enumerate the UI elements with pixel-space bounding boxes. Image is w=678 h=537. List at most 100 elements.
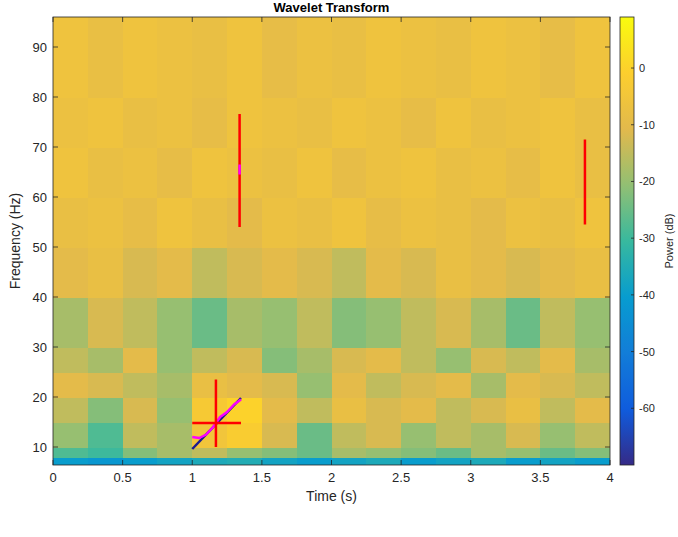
y-tick-right	[605, 347, 610, 348]
heat-cell	[157, 447, 192, 458]
heat-cell	[192, 247, 227, 298]
colorbar-tick	[631, 408, 634, 409]
heat-cell	[366, 247, 401, 298]
heat-cell	[192, 457, 227, 465]
heat-cell	[540, 372, 575, 398]
heat-cell	[53, 197, 88, 248]
heat-cell	[540, 397, 575, 423]
heat-cell	[332, 197, 367, 248]
x-tick-top	[122, 17, 123, 22]
heat-cell	[88, 97, 123, 148]
x-tick-top	[470, 17, 471, 22]
heat-cell	[436, 447, 471, 458]
heat-cell	[227, 247, 262, 298]
heat-cell	[401, 347, 436, 373]
heat-cell	[192, 297, 227, 348]
heat-cell	[540, 422, 575, 448]
heat-cell	[506, 247, 541, 298]
heat-cell	[401, 17, 436, 98]
heat-cell	[227, 372, 262, 398]
x-tick-label: 1.5	[253, 470, 271, 485]
colorbar-tick-label: -60	[639, 402, 655, 414]
heat-cell	[262, 347, 297, 373]
heat-cell	[262, 447, 297, 458]
y-tick	[53, 297, 58, 298]
overlay-line	[238, 114, 241, 227]
heat-cell	[366, 147, 401, 198]
x-tick-top	[331, 17, 332, 22]
heat-cell	[227, 347, 262, 373]
heat-cell	[366, 197, 401, 248]
heat-cell	[227, 457, 262, 465]
heat-cell	[53, 447, 88, 458]
heat-cell	[123, 197, 158, 248]
x-tick-label: 4	[606, 470, 613, 485]
heat-cell	[123, 17, 158, 98]
heat-cell	[540, 197, 575, 248]
y-tick-label: 90	[33, 40, 47, 55]
heat-cell	[366, 97, 401, 148]
heat-cell	[192, 372, 227, 398]
heat-cell	[506, 347, 541, 373]
heat-cell	[575, 397, 610, 423]
heat-cell	[157, 347, 192, 373]
x-tick-top	[192, 17, 193, 22]
heat-cell	[471, 397, 506, 423]
heat-cell	[471, 447, 506, 458]
heat-cell	[332, 422, 367, 448]
y-tick-right	[605, 47, 610, 48]
heat-cell	[366, 422, 401, 448]
heat-cell	[471, 347, 506, 373]
heat-cell	[53, 397, 88, 423]
heat-cell	[401, 397, 436, 423]
heat-cell	[157, 372, 192, 398]
heat-cell	[332, 447, 367, 458]
heat-cell	[575, 197, 610, 248]
colorbar-tick	[631, 124, 634, 125]
heat-cell	[123, 247, 158, 298]
heat-cell	[53, 372, 88, 398]
heat-cell	[540, 457, 575, 465]
y-axis-title: Frequency (Hz)	[7, 193, 23, 289]
heat-cell	[262, 247, 297, 298]
heat-cell	[401, 197, 436, 248]
heat-cell	[436, 17, 471, 98]
heat-cell	[53, 457, 88, 465]
heat-cell	[123, 372, 158, 398]
x-tick	[470, 460, 471, 465]
heat-cell	[401, 97, 436, 148]
heat-cell	[88, 247, 123, 298]
heat-cell	[366, 372, 401, 398]
heat-cell	[332, 247, 367, 298]
heat-cell	[540, 147, 575, 198]
y-tick	[53, 147, 58, 148]
x-tick	[401, 460, 402, 465]
heat-cell	[436, 197, 471, 248]
heat-cell	[227, 197, 262, 248]
heat-cell	[88, 17, 123, 98]
heat-cell	[436, 297, 471, 348]
heat-cell	[575, 457, 610, 465]
chart-root: 00.511.522.533.54102030405060708090Wavel…	[0, 0, 678, 537]
heat-cell	[123, 397, 158, 423]
heat-cell	[436, 97, 471, 148]
heat-cell	[262, 17, 297, 98]
heat-cell	[540, 297, 575, 348]
heat-cell	[575, 297, 610, 348]
heat-cell	[506, 372, 541, 398]
heat-cell	[227, 147, 262, 198]
x-tick	[122, 460, 123, 465]
heat-cell	[366, 397, 401, 423]
heat-cell	[366, 447, 401, 458]
heat-cell	[262, 397, 297, 423]
heat-cell	[157, 147, 192, 198]
heat-cell	[262, 197, 297, 248]
heat-cell	[332, 17, 367, 98]
heat-cell	[506, 197, 541, 248]
heat-cell	[332, 347, 367, 373]
y-tick-right	[605, 397, 610, 398]
heat-cell	[262, 457, 297, 465]
x-tick-label: 2.5	[392, 470, 410, 485]
heat-cell	[575, 372, 610, 398]
heat-cell	[88, 147, 123, 198]
